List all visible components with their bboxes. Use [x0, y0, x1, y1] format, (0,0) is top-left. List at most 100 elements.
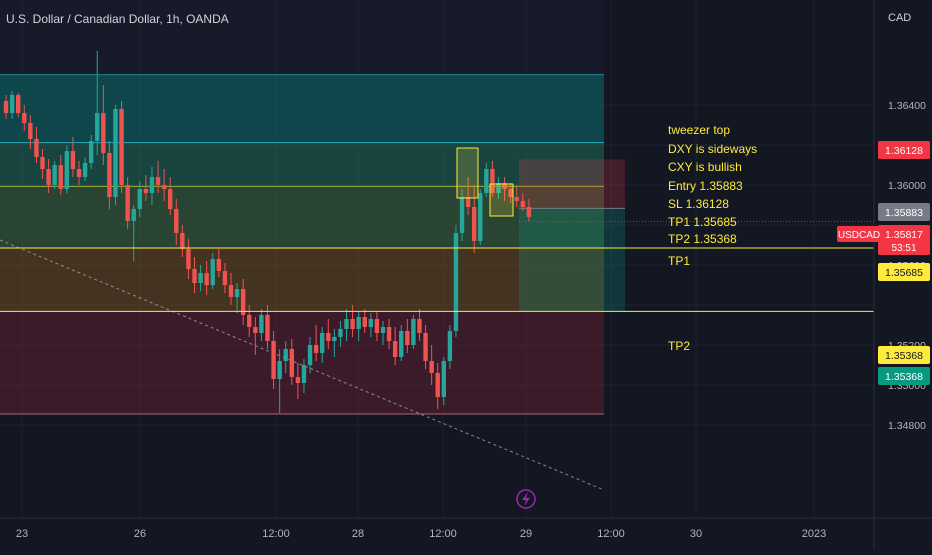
candle-body — [119, 109, 124, 185]
price-badge-bg — [878, 346, 930, 364]
price-badge-bg — [878, 225, 930, 255]
candle — [216, 249, 222, 277]
candle — [113, 105, 118, 205]
candle — [435, 363, 440, 409]
candle-body — [399, 331, 404, 357]
candle — [16, 93, 21, 117]
candle-body — [301, 365, 307, 383]
candle-body — [95, 113, 100, 141]
candle-body — [484, 169, 489, 193]
take-profit-zone — [519, 208, 625, 312]
annotation-line: tweezer top — [668, 123, 730, 137]
candle-body — [307, 345, 313, 365]
candle-body — [392, 341, 398, 357]
candle-body — [168, 189, 173, 209]
candle — [484, 163, 489, 197]
candle-body — [186, 249, 191, 269]
lightning-icon[interactable] — [516, 489, 536, 509]
candle — [423, 325, 428, 369]
candle-body — [161, 185, 167, 189]
x-tick-label: 12:00 — [429, 528, 457, 540]
candle-body — [192, 269, 197, 283]
x-tick-label: 30 — [690, 528, 702, 540]
candle-body — [131, 209, 136, 221]
candle-body — [338, 329, 343, 337]
candle-body — [289, 349, 294, 377]
candle — [22, 105, 27, 131]
candle — [52, 161, 57, 189]
price-badge-label: 1.35368 — [885, 371, 923, 383]
candle — [82, 157, 88, 181]
candle-body — [247, 315, 252, 327]
candle-body — [386, 327, 392, 341]
x-axis-ticks: 23 26 12:00 28 12:00 29 12:00 30 2023 — [16, 528, 826, 540]
level-lines — [0, 221, 874, 312]
candle-body — [16, 95, 21, 113]
candle — [34, 127, 39, 163]
candle — [301, 359, 307, 393]
candle-body — [405, 331, 410, 345]
candle-body — [222, 271, 228, 285]
tweezer-box-2[interactable] — [489, 183, 514, 217]
x-tick-label: 28 — [352, 528, 364, 540]
candle-body — [283, 349, 288, 361]
candle — [149, 167, 155, 205]
price-badge-bg — [878, 203, 930, 221]
candle — [271, 331, 276, 389]
candle-body — [429, 361, 434, 373]
candle-body — [374, 319, 380, 333]
zone-0 — [0, 74, 604, 143]
candle-body — [155, 177, 161, 185]
candle-body — [447, 331, 453, 361]
price-badge-bg — [878, 263, 930, 281]
candle-body — [295, 377, 301, 383]
price-badges: 1.36128 1.35883 1.35817 53:51 1.35685 1.35368… — [878, 141, 930, 385]
candle — [350, 305, 355, 337]
candle — [210, 253, 215, 289]
symbol-badge[interactable]: USDCAD — [838, 230, 880, 241]
candle-body — [64, 151, 70, 189]
candle — [374, 311, 380, 341]
candle-body — [88, 141, 94, 163]
zone-top-bg — [0, 0, 604, 75]
candle — [441, 357, 446, 405]
candle-body — [478, 193, 483, 241]
candle-body — [137, 189, 142, 209]
candle-body — [459, 197, 465, 233]
annotation-line: TP1 1.35685 — [668, 215, 737, 229]
chart-title: U.S. Dollar / Canadian Dollar, 1h, OANDA — [6, 12, 229, 26]
tweezer-box-1[interactable] — [456, 147, 479, 199]
candle-body — [453, 233, 459, 331]
candle — [240, 279, 246, 325]
candle — [143, 175, 149, 201]
candle-body — [210, 259, 215, 285]
candle — [338, 321, 343, 347]
candle-body — [34, 139, 39, 157]
candle-body — [234, 289, 240, 297]
candle-body — [70, 151, 76, 169]
candle-body — [313, 345, 319, 353]
candle-body — [496, 183, 501, 193]
candle — [125, 177, 130, 229]
candle — [9, 91, 15, 119]
annotation-line: Entry 1.35883 — [668, 179, 743, 193]
candle-body — [82, 163, 88, 177]
candle — [192, 257, 197, 293]
price-badge-sl: 1.36128 — [878, 141, 930, 159]
candle — [313, 325, 319, 361]
position-tool[interactable] — [519, 159, 625, 312]
candle — [356, 311, 361, 341]
tp2-label: TP2 — [668, 339, 690, 353]
candle-body — [107, 153, 112, 197]
candle-body — [417, 319, 422, 333]
candle — [392, 327, 398, 365]
candle — [70, 137, 76, 177]
x-tick-label: 29 — [520, 528, 532, 540]
candle — [174, 199, 179, 245]
candle-body — [76, 169, 82, 177]
candle — [453, 225, 459, 337]
price-badge-tp2: 1.35368 — [878, 346, 930, 364]
candle — [320, 327, 325, 363]
candle — [368, 313, 374, 337]
